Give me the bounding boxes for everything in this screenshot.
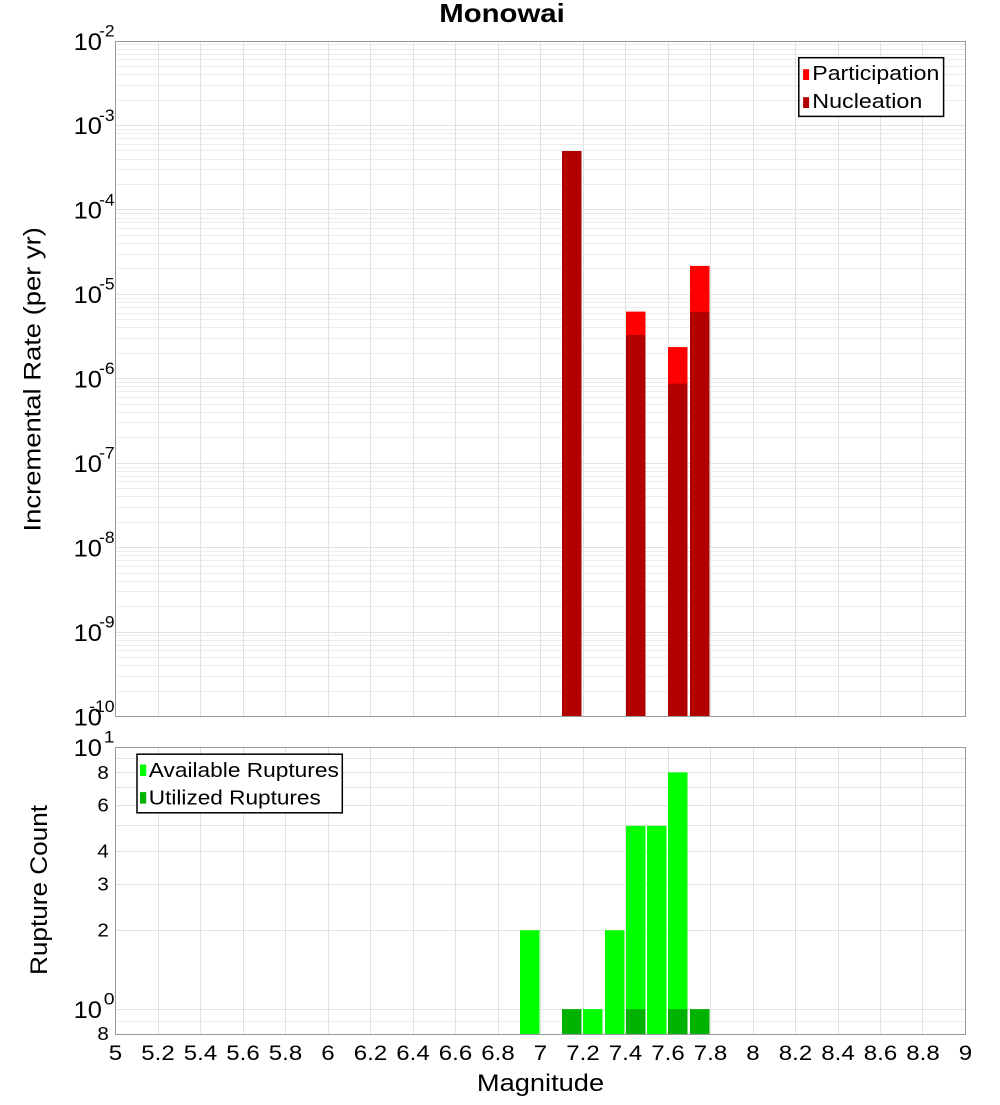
svg-text:8.6: 8.6 — [864, 1042, 897, 1065]
svg-text:-6: -6 — [99, 359, 115, 378]
svg-text:6: 6 — [321, 1042, 334, 1065]
svg-text:-7: -7 — [99, 444, 115, 463]
svg-text:8: 8 — [97, 1024, 108, 1044]
svg-text:Participation: Participation — [812, 63, 939, 85]
svg-text:-9: -9 — [99, 612, 115, 631]
svg-text:10: 10 — [74, 735, 102, 762]
svg-text:10: 10 — [74, 367, 102, 394]
svg-text:5: 5 — [109, 1042, 122, 1065]
svg-text:7.4: 7.4 — [609, 1042, 643, 1065]
svg-text:0: 0 — [104, 990, 115, 1009]
svg-text:6.6: 6.6 — [439, 1042, 472, 1065]
svg-text:10: 10 — [74, 113, 102, 140]
svg-text:10: 10 — [74, 451, 102, 478]
svg-text:9: 9 — [959, 1042, 972, 1065]
svg-text:7.6: 7.6 — [651, 1042, 684, 1065]
svg-text:7.8: 7.8 — [694, 1042, 727, 1065]
svg-text:3: 3 — [97, 874, 108, 894]
svg-text:8: 8 — [746, 1042, 759, 1065]
svg-text:6.2: 6.2 — [354, 1042, 387, 1065]
svg-text:10: 10 — [74, 997, 102, 1024]
svg-text:Monowai: Monowai — [439, 0, 565, 28]
svg-text:Incremental Rate (per yr): Incremental Rate (per yr) — [20, 227, 47, 531]
svg-text:2: 2 — [97, 921, 108, 941]
svg-text:5.6: 5.6 — [226, 1042, 259, 1065]
svg-text:10: 10 — [74, 620, 102, 647]
svg-text:-8: -8 — [99, 528, 115, 547]
svg-text:8.4: 8.4 — [821, 1042, 855, 1065]
svg-text:-3: -3 — [99, 106, 115, 125]
svg-text:6.8: 6.8 — [481, 1042, 514, 1065]
svg-text:4: 4 — [97, 842, 108, 862]
svg-text:8.2: 8.2 — [779, 1042, 812, 1065]
svg-text:7: 7 — [534, 1042, 547, 1065]
svg-text:7.2: 7.2 — [566, 1042, 599, 1065]
svg-text:5.4: 5.4 — [184, 1042, 218, 1065]
svg-text:Magnitude: Magnitude — [477, 1070, 604, 1097]
svg-text:10: 10 — [74, 704, 102, 731]
svg-text:5.2: 5.2 — [141, 1042, 174, 1065]
svg-text:5.8: 5.8 — [269, 1042, 302, 1065]
svg-text:-4: -4 — [99, 190, 115, 209]
svg-text:-5: -5 — [99, 275, 115, 294]
svg-text:6.4: 6.4 — [396, 1042, 430, 1065]
svg-text:1: 1 — [104, 727, 115, 746]
svg-text:6: 6 — [97, 796, 108, 816]
svg-text:8: 8 — [97, 763, 108, 783]
svg-text:-10: -10 — [89, 697, 115, 716]
svg-text:-2: -2 — [99, 21, 115, 40]
svg-text:10: 10 — [74, 198, 102, 225]
svg-text:10: 10 — [74, 29, 102, 56]
svg-text:10: 10 — [74, 282, 102, 309]
svg-text:Utilized Ruptures: Utilized Ruptures — [149, 788, 321, 810]
svg-text:Rupture Count: Rupture Count — [26, 805, 53, 975]
svg-text:10: 10 — [74, 535, 102, 562]
svg-text:Available Ruptures: Available Ruptures — [149, 760, 339, 782]
svg-text:Nucleation: Nucleation — [812, 91, 922, 113]
svg-text:8.8: 8.8 — [906, 1042, 939, 1065]
